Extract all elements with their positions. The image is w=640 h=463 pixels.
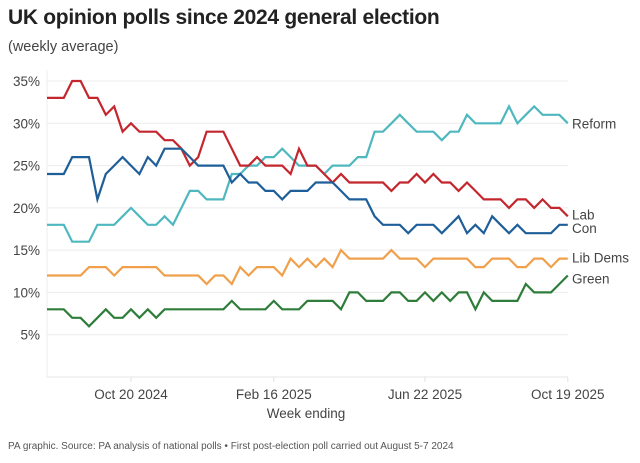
series-line-lab	[47, 79, 569, 218]
y-tick-label: 35%	[13, 74, 40, 89]
y-tick-label: 15%	[13, 243, 40, 258]
y-tick-label: 30%	[13, 116, 40, 131]
series-label-reform: Reform	[572, 116, 616, 131]
chart-title: UK opinion polls since 2024 general elec…	[8, 6, 440, 29]
y-tick-label: 20%	[13, 201, 40, 216]
x-tick-label: Feb 16 2025	[236, 387, 312, 402]
source-note: PA graphic. Source: PA analysis of natio…	[8, 441, 454, 452]
series-label-con: Con	[572, 221, 597, 236]
chart-subtitle: (weekly average)	[8, 39, 119, 55]
series-label-lab: Lab	[572, 207, 595, 222]
series-line-green	[47, 274, 569, 328]
gridlines	[46, 70, 568, 377]
x-tick-label: Oct 19 2025	[531, 387, 605, 402]
y-tick-label: 10%	[13, 285, 40, 300]
y-tick-label: 5%	[20, 328, 40, 343]
x-tick-label: Jun 22 2025	[388, 387, 462, 402]
x-tick-label: Oct 20 2024	[94, 387, 168, 402]
series-line-con	[47, 147, 568, 236]
series-lines	[47, 79, 569, 328]
x-axis: Oct 20 2024 Feb 16 2025 Jun 22 2025 Oct 19 …	[47, 376, 605, 402]
series-line-lib-dems	[47, 248, 568, 286]
series-label-green: Green	[572, 272, 610, 287]
series-label-lib-dems: Lib Dems	[572, 251, 629, 266]
y-axis-ticks: 5% 10% 15% 20% 25% 30% 35%	[13, 74, 40, 343]
y-tick-label: 25%	[13, 159, 40, 174]
x-axis-title: Week ending	[267, 406, 346, 421]
